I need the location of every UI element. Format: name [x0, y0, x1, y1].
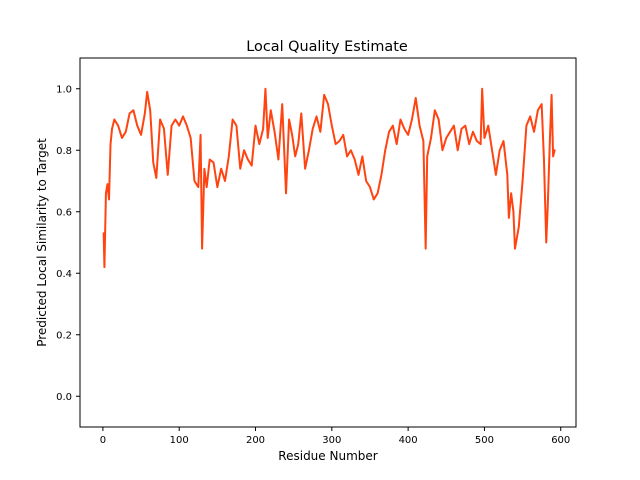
y-tick-label: 0.2 — [56, 330, 72, 341]
series-layer — [102, 87, 556, 269]
x-tick-label: 200 — [246, 435, 265, 446]
y-tick-label: 1.0 — [56, 84, 72, 95]
axis-ticks: 0 100 200 300 400 500 600 0.0 0.2 0.4 0.6 0.8 1.0 — [56, 84, 570, 446]
y-tick-label: 0.0 — [56, 392, 72, 403]
series-line — [102, 87, 556, 269]
x-tick-label: 600 — [551, 435, 570, 446]
y-tick-label: 0.4 — [56, 269, 72, 280]
y-axis-label: Predicted Local Similarity to Target — [35, 138, 49, 347]
y-tick-label: 0.6 — [56, 207, 72, 218]
plot-frame — [79, 57, 577, 428]
x-tick-label: 500 — [475, 435, 494, 446]
x-axis-label: Residue Number — [278, 449, 377, 463]
x-tick-label: 300 — [322, 435, 341, 446]
x-tick-label: 400 — [399, 435, 418, 446]
chart-title: Local Quality Estimate — [246, 39, 408, 55]
y-tick-label: 0.8 — [56, 146, 72, 157]
x-tick-label: 0 — [100, 435, 106, 446]
x-tick-label: 100 — [170, 435, 189, 446]
